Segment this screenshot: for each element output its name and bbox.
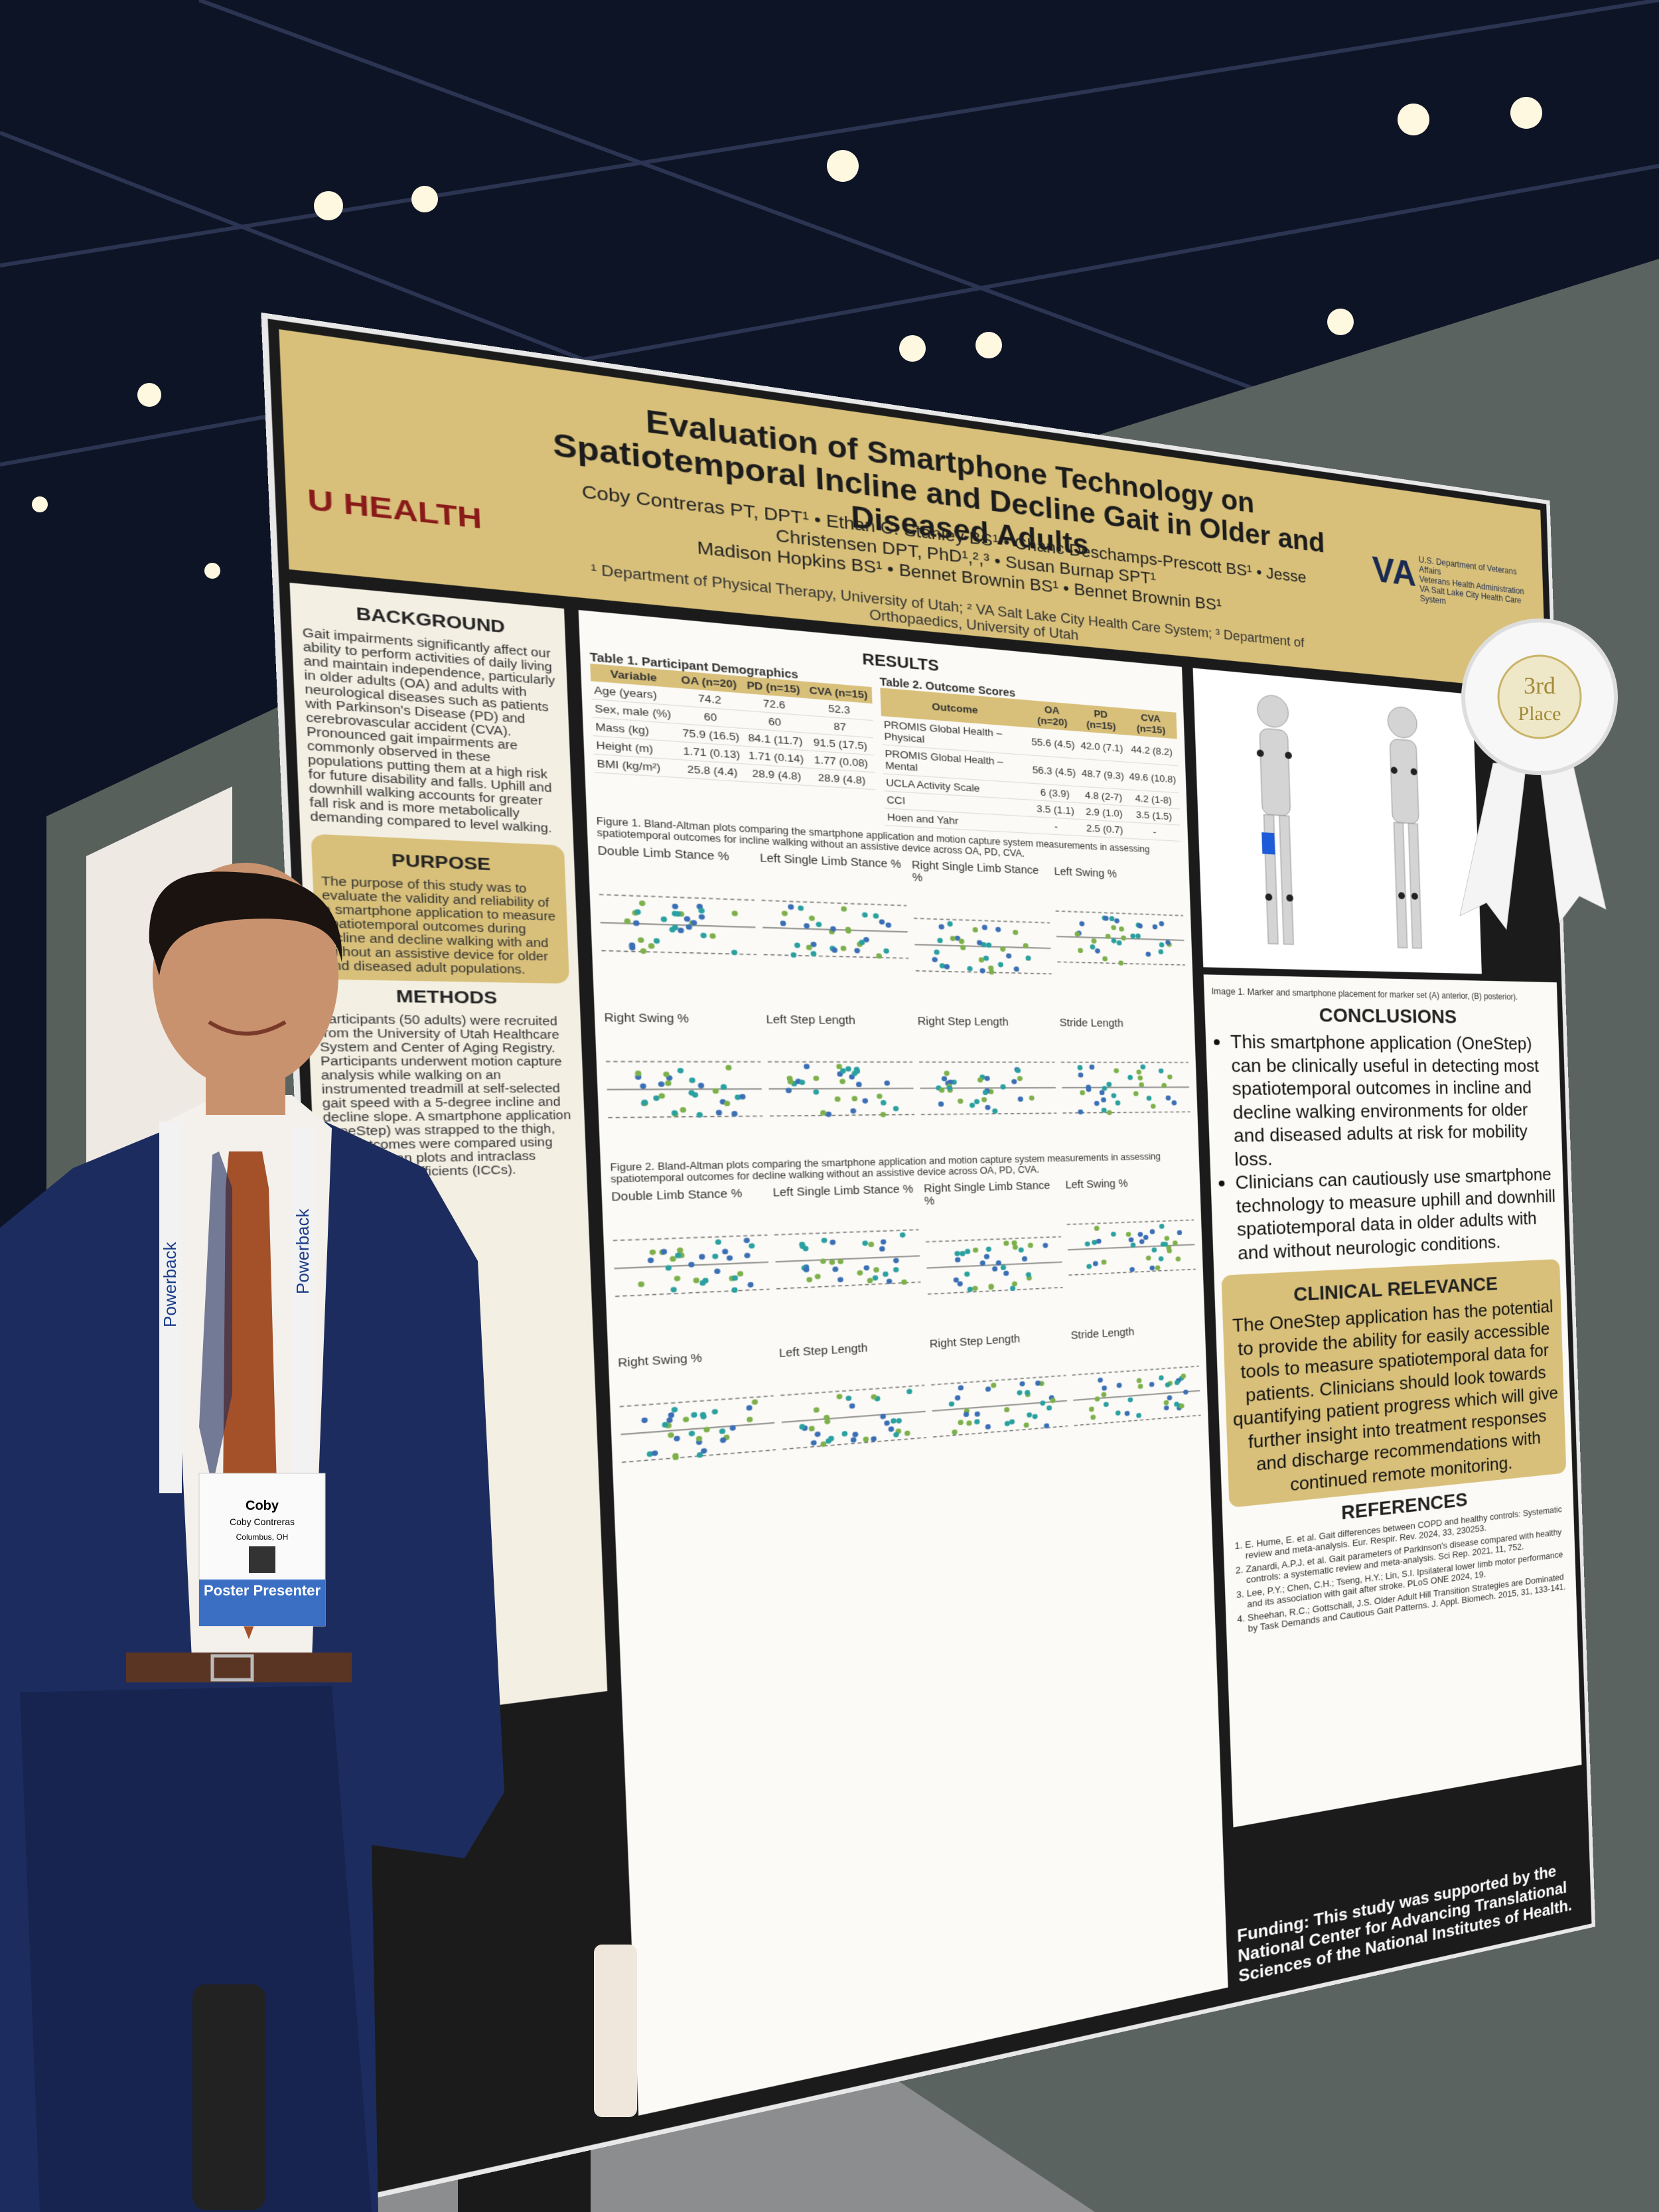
badge-role-box: Poster Presenter — [203, 1583, 321, 1599]
ribbon-text: 3rd — [1524, 672, 1555, 699]
person: Powerback Powerback Coby Coby Contreras … — [0, 863, 504, 2212]
lanyard-text: Powerback — [160, 1241, 180, 1327]
lanyard-text: Powerback — [293, 1208, 313, 1294]
badge-role: Poster Presenter — [203, 1583, 321, 1599]
badge-location: Columbus, OH — [236, 1532, 289, 1542]
badge-name: Coby — [246, 1499, 279, 1513]
ribbon: 3rd Place — [1459, 619, 1618, 930]
badge-fullname: Coby Contreras — [230, 1516, 295, 1527]
ribbon-text: Place — [1518, 703, 1561, 725]
bottle — [192, 1984, 265, 2210]
cup — [594, 1945, 637, 2117]
